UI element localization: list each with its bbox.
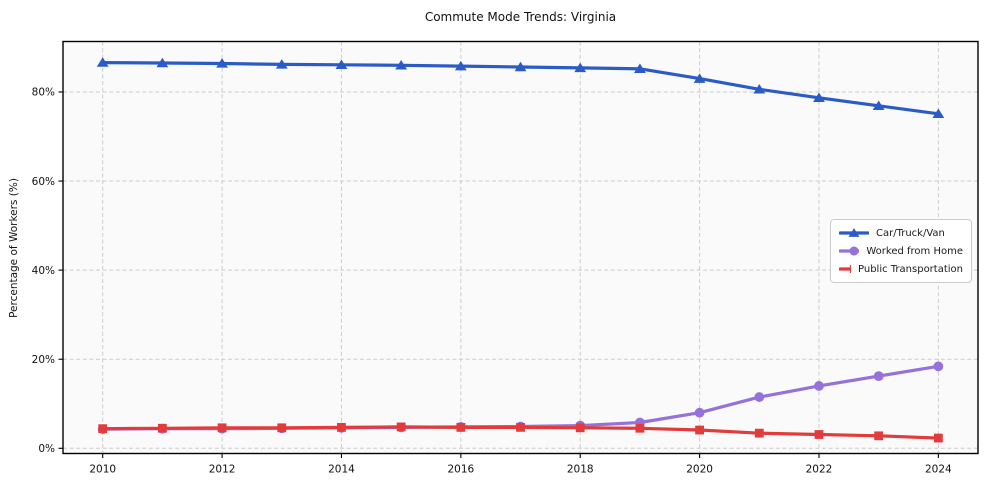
x-tick-label: 2012	[209, 464, 236, 476]
legend-label-car-truck-van: Car/Truck/Van	[876, 227, 945, 239]
axis-ticks: 2010 2012 2014 2016 2018 2020 2022 2024 0% 20% 40%…	[32, 87, 952, 476]
data-point-square-marker	[516, 422, 525, 432]
triangle-marker-icon	[839, 228, 869, 237]
legend-label-public-transportation: Public Transportation	[858, 263, 963, 275]
y-tick-label: 80%	[32, 87, 55, 99]
data-point-square-marker	[933, 433, 943, 443]
data-point-square-marker	[635, 423, 645, 433]
data-point-triangle-marker	[813, 92, 825, 102]
x-tick-label: 2016	[447, 464, 474, 476]
data-point-triangle-marker	[753, 84, 766, 94]
data-point-square-marker	[754, 428, 764, 438]
x-tick-label: 2024	[925, 464, 952, 476]
data-point-square-marker	[396, 422, 406, 432]
legend: Car/Truck/Van Worked from Home Public Tran…	[830, 219, 972, 283]
plot-border	[62, 40, 979, 455]
data-point-triangle-marker	[96, 57, 109, 67]
legend-item-public-transportation: Public Transportation	[839, 262, 963, 276]
chart-title: Commute Mode Trends: Virginia	[424, 10, 617, 24]
data-point-triangle-marker	[216, 58, 228, 68]
data-point-square-marker	[575, 423, 585, 433]
series-public-transportation	[98, 422, 943, 443]
data-point-square-marker	[456, 422, 466, 432]
legend-item-worked-from-home: Worked from Home	[839, 244, 963, 258]
data-point-square-marker	[874, 431, 884, 441]
gridlines	[63, 41, 978, 454]
legend-item-car-truck-van: Car/Truck/Van	[839, 226, 963, 240]
x-tick-label: 2022	[806, 464, 833, 476]
series-car-truck-van	[96, 57, 945, 119]
data-point-triangle-marker	[693, 73, 706, 83]
data-point-square-marker	[849, 264, 852, 274]
data-point-square-marker	[337, 422, 346, 432]
data-point-square-marker	[814, 430, 824, 439]
data-point-circle-marker	[933, 361, 944, 372]
square-marker-icon	[839, 264, 852, 274]
x-tick-label: 2018	[567, 464, 594, 476]
data-point-triangle-marker	[514, 61, 527, 72]
data-point-triangle-marker	[848, 228, 860, 237]
data-point-circle-marker	[873, 371, 884, 382]
data-point-triangle-marker	[872, 100, 885, 110]
data-point-triangle-marker	[634, 63, 646, 74]
data-point-triangle-marker	[395, 59, 408, 70]
x-tick-label: 2014	[328, 464, 355, 476]
data-point-circle-marker	[754, 392, 765, 402]
y-tick-label: 0%	[38, 443, 55, 455]
data-point-triangle-marker	[574, 62, 587, 73]
data-point-square-marker	[98, 424, 108, 434]
data-point-triangle-marker	[275, 59, 288, 69]
data-point-square-marker	[217, 423, 227, 433]
data-point-circle-marker	[814, 381, 824, 391]
data-point-triangle-marker	[335, 59, 348, 70]
circle-marker-icon	[839, 246, 860, 256]
data-point-circle-marker	[694, 407, 705, 418]
data-point-square-marker	[157, 423, 167, 433]
y-axis-label: Percentage of Workers (%)	[8, 178, 20, 318]
y-tick-label: 20%	[32, 354, 55, 366]
data-point-square-marker	[277, 423, 287, 433]
data-point-circle-marker	[849, 246, 859, 256]
legend-label-worked-from-home: Worked from Home	[866, 245, 963, 257]
y-tick-label: 40%	[32, 265, 55, 277]
data-point-triangle-marker	[454, 60, 467, 71]
data-point-triangle-marker	[156, 57, 169, 68]
x-tick-label: 2010	[89, 464, 116, 476]
x-tick-label: 2020	[686, 464, 713, 476]
y-tick-label: 60%	[32, 176, 55, 188]
data-point-square-marker	[695, 425, 704, 435]
data-point-triangle-marker	[932, 108, 945, 119]
